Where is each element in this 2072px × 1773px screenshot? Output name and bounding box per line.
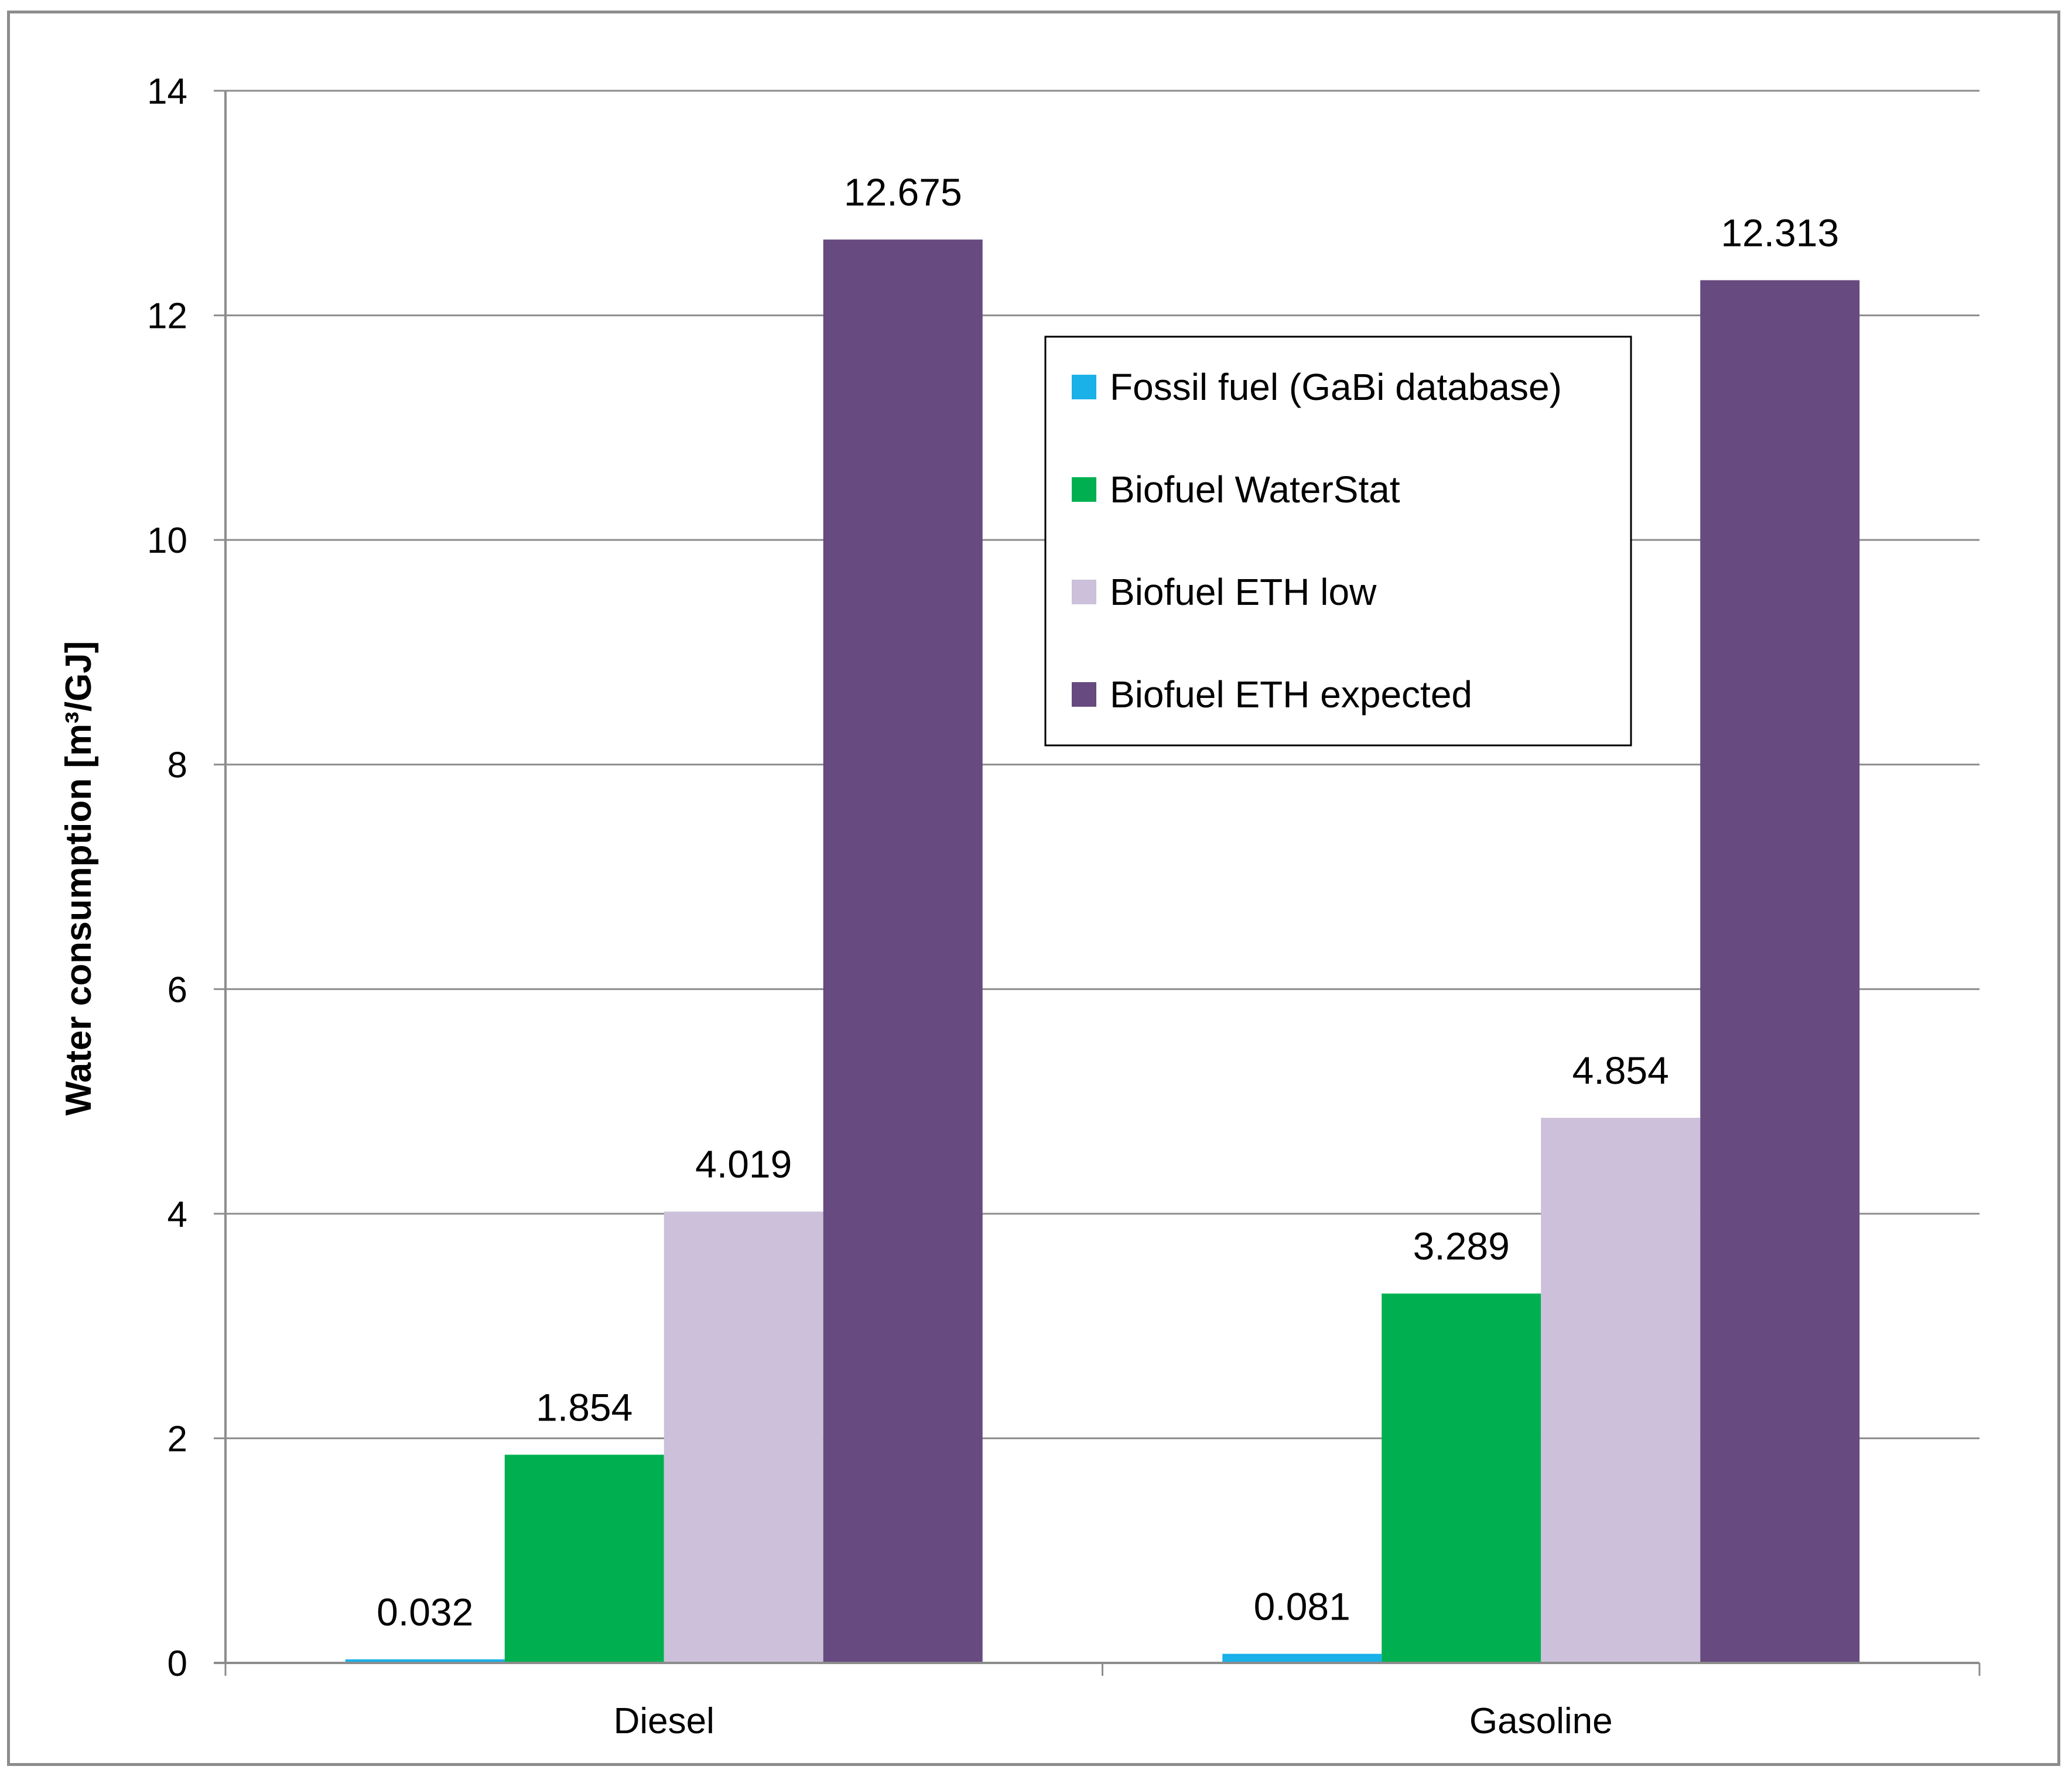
data-labels: Diesel 0.032 1.854 4.019 12.675 Gasoline 0.081… bbox=[377, 170, 1839, 1741]
legend-swatch-fossil-fuel bbox=[1072, 375, 1096, 399]
data-label: 4.854 bbox=[1572, 1049, 1669, 1092]
legend-swatch-biofuel-eth-expected bbox=[1072, 682, 1096, 707]
data-label: 3.289 bbox=[1413, 1224, 1510, 1268]
bar bbox=[345, 1659, 505, 1663]
bar bbox=[1541, 1118, 1701, 1663]
legend-label-fossil-fuel: Fossil fuel (GaBi database) bbox=[1110, 366, 1562, 408]
y-tick-label: 8 bbox=[167, 745, 187, 786]
y-tick-label: 4 bbox=[167, 1194, 187, 1235]
x-category-label: Gasoline bbox=[1469, 1701, 1613, 1741]
y-tick-label: 2 bbox=[167, 1419, 187, 1459]
y-tick-label: 6 bbox=[167, 970, 187, 1010]
legend-label-biofuel-eth-expected: Biofuel ETH expected bbox=[1110, 673, 1472, 716]
axes bbox=[214, 91, 1979, 1664]
data-label: 0.081 bbox=[1254, 1584, 1350, 1628]
data-label: 1.854 bbox=[536, 1385, 632, 1429]
legend-box bbox=[1044, 336, 1632, 747]
bar bbox=[1700, 280, 1860, 1664]
bar bbox=[1222, 1654, 1382, 1663]
data-label: 0.032 bbox=[377, 1590, 473, 1634]
y-tick-label: 12 bbox=[147, 296, 187, 337]
data-label: 12.675 bbox=[844, 170, 962, 214]
y-axis-title: Water consumption [m³/GJ] bbox=[59, 641, 99, 1116]
legend-swatch-biofuel-waterstat bbox=[1072, 477, 1096, 502]
data-label: 4.019 bbox=[695, 1142, 792, 1186]
bars bbox=[345, 239, 1860, 1664]
bar bbox=[504, 1454, 664, 1663]
y-tick-label: 0 bbox=[167, 1644, 187, 1684]
bar bbox=[1382, 1293, 1541, 1663]
bar bbox=[823, 239, 983, 1664]
data-label: 12.313 bbox=[1721, 211, 1839, 255]
legend: Fossil fuel (GaBi database) Biofuel Wate… bbox=[1044, 336, 1632, 747]
y-tick-label: 10 bbox=[147, 521, 187, 561]
legend-label-biofuel-waterstat: Biofuel WaterStat bbox=[1110, 468, 1400, 511]
x-category-label: Diesel bbox=[614, 1701, 714, 1741]
axis-ticks: 0 2 4 6 8 10 12 14 bbox=[147, 71, 1981, 1684]
bar bbox=[664, 1211, 823, 1663]
y-tick-label: 14 bbox=[147, 71, 187, 112]
legend-swatch-biofuel-eth-low bbox=[1072, 580, 1096, 604]
legend-label-biofuel-eth-low: Biofuel ETH low bbox=[1110, 571, 1377, 613]
